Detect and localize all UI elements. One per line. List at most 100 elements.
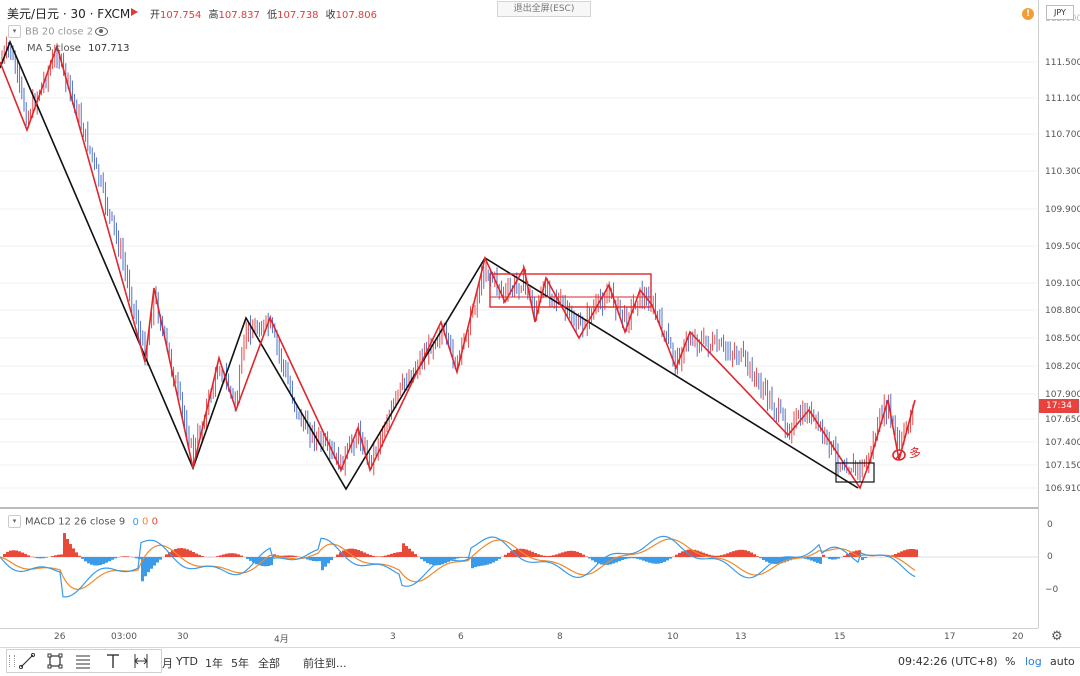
macd-bar [579, 553, 582, 557]
macd-bar [657, 557, 660, 564]
macd-bar [318, 557, 321, 561]
macd-bar [150, 557, 153, 569]
price-tick: 109.500 [1045, 242, 1080, 252]
macd-bar [432, 557, 435, 565]
time-axis[interactable]: 26 03:00 30 4月 3 6 8 10 13 15 17 20 [0, 628, 1038, 647]
price-tick: 109.900 [1045, 205, 1080, 215]
goto-date-button[interactable]: 前往到... [303, 655, 347, 671]
macd-bar [6, 552, 9, 557]
macd-bar [837, 557, 840, 559]
exit-fullscreen-button[interactable]: 退出全屏(ESC) [497, 1, 591, 17]
price-chart[interactable] [0, 0, 1038, 509]
open-value: 107.754 [160, 10, 201, 21]
macd-bar [819, 557, 822, 564]
text-tool-icon[interactable] [105, 653, 121, 669]
macd-value-1: 0 [132, 517, 138, 528]
ohlc-readout: 开107.754 高107.837 低107.738 收107.806 [150, 6, 381, 21]
macd-bar [330, 557, 333, 560]
grid [0, 62, 1038, 488]
macd-bar [576, 552, 579, 557]
macd-bar [759, 557, 762, 558]
macd-bar [564, 552, 567, 557]
measure-tool-icon[interactable] [133, 653, 149, 669]
macd-bar [186, 549, 189, 557]
high-label: 高 [209, 10, 219, 21]
macd-bar [156, 557, 159, 563]
ma-legend[interactable]: MA 5 close 107.713 [27, 43, 130, 54]
period-ytd[interactable]: YTD [176, 655, 198, 668]
macd-bar [324, 557, 327, 567]
macd-bar [624, 557, 627, 559]
macd-bar [414, 554, 417, 557]
macd-bar [816, 557, 819, 563]
period-5y[interactable]: 5年 [231, 655, 249, 671]
macd-bar [495, 557, 498, 561]
macd-bar [714, 556, 717, 557]
macd-bar [147, 557, 150, 572]
macd-bar [111, 557, 114, 560]
fib-retracement-icon[interactable] [75, 653, 91, 669]
rectangle-tool-icon[interactable] [47, 653, 63, 669]
macd-bar [738, 550, 741, 557]
warning-icon[interactable]: ! [1022, 8, 1034, 20]
macd-legend[interactable]: ▾MACD 12 26 close 9 0 0 0 [8, 515, 158, 528]
macd-bar [573, 551, 576, 557]
price-tick: 110.300 [1045, 167, 1080, 177]
period-1y[interactable]: 1年 [205, 655, 223, 671]
macd-bar [543, 556, 546, 557]
drag-handle-icon[interactable] [9, 655, 15, 667]
macd-bar [27, 555, 30, 557]
bb-legend[interactable]: ▾BB 20 close 2 [8, 25, 93, 38]
symbol-title[interactable]: 美元/日元 · 30 · FXCM [7, 5, 130, 22]
macd-bar [201, 556, 204, 557]
price-tick: 110.700 [1045, 130, 1080, 140]
macd-scale[interactable]: 0 0 −0 [1038, 509, 1080, 628]
chevron-down-icon[interactable]: ▾ [8, 515, 21, 528]
price-tick: 108.800 [1045, 306, 1080, 316]
clock[interactable]: 09:42:26 (UTC+8) [898, 655, 998, 668]
macd-bar [216, 556, 219, 557]
macd-bar [471, 557, 474, 568]
macd-bar [63, 533, 66, 557]
flag-icon[interactable] [131, 8, 138, 16]
macd-bar [228, 553, 231, 557]
percent-toggle[interactable]: % [1005, 655, 1015, 668]
log-toggle[interactable]: log [1025, 655, 1042, 668]
zigzag-major [0, 42, 858, 489]
time-tick: 3 [390, 632, 396, 642]
macd-bar [906, 549, 909, 557]
macd-bar [462, 557, 465, 558]
time-tick: 03:00 [111, 632, 137, 642]
macd-bar [915, 550, 918, 557]
price-tick: 107.650 [1045, 415, 1080, 425]
price-scale[interactable]: 112.000 111.500 111.100 110.700 110.300 … [1038, 0, 1080, 509]
macd-bar [585, 556, 588, 557]
eye-icon[interactable] [95, 27, 108, 36]
currency-badge[interactable]: JPY [1046, 5, 1074, 20]
chevron-down-icon[interactable]: ▾ [8, 25, 21, 38]
macd-bar [375, 556, 378, 557]
macd-bar [9, 551, 12, 557]
trend-line-icon[interactable] [19, 653, 35, 669]
macd-bar [546, 556, 549, 557]
macd-bar [555, 554, 558, 557]
macd-bar [54, 555, 57, 557]
gear-icon[interactable]: ⚙ [1051, 629, 1063, 644]
macd-bar [588, 557, 591, 558]
macd-bar [81, 557, 84, 559]
macd-bar [75, 552, 78, 557]
zigzag-minor [0, 46, 915, 488]
chart-header: 美元/日元 · 30 · FXCM 开107.754 高107.837 低107… [0, 0, 1038, 22]
macd-bar [288, 555, 291, 557]
macd-bar [135, 557, 138, 558]
macd-bar [717, 556, 720, 557]
auto-toggle[interactable]: auto [1050, 655, 1075, 668]
macd-bar [267, 557, 270, 566]
macd-bar [219, 555, 222, 557]
macd-bar [159, 557, 162, 560]
period-all[interactable]: 全部 [258, 655, 280, 671]
macd-bar [639, 557, 642, 560]
period-month[interactable]: 月 [162, 655, 173, 671]
macd-bar [237, 554, 240, 557]
time-tick: 6 [458, 632, 464, 642]
